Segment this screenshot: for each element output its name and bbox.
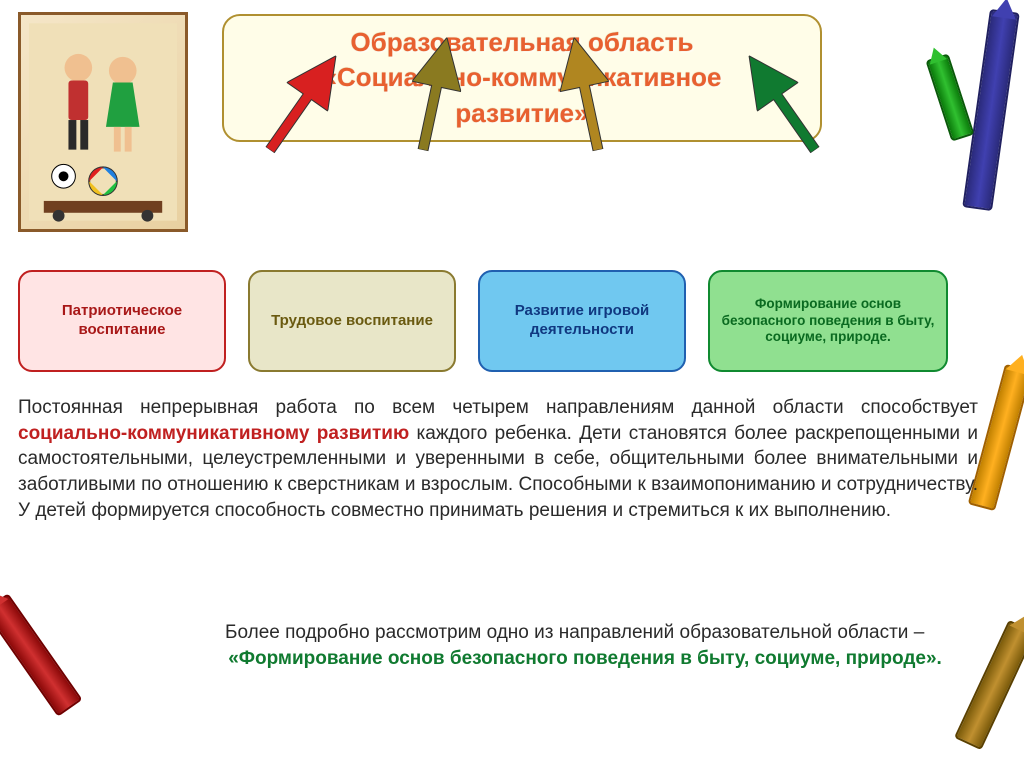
crayon-green-icon <box>925 53 974 141</box>
crayon-red-icon <box>0 593 83 717</box>
sub-box-1: Трудовое воспитание <box>248 270 456 372</box>
crayon-blue-icon <box>962 9 1020 211</box>
sub-box-0: Патриотическое воспитание <box>18 270 226 372</box>
p1-pre: Постоянная непрерывная работа по всем че… <box>18 397 978 418</box>
title-line2: «Социально-коммуникативное <box>323 62 722 92</box>
p1-highlight: социально-коммуникативному развитию <box>18 423 409 444</box>
sub-box-3: Формирование основ безопасного поведения… <box>708 270 948 372</box>
paragraph-2: Более подробно рассмотрим одно из направ… <box>225 620 945 671</box>
children-illustration <box>18 12 188 232</box>
p2-highlight: «Формирование основ безопасного поведени… <box>225 646 945 672</box>
paragraph-1: Постоянная непрерывная работа по всем че… <box>18 395 978 523</box>
sub-box-2: Развитие игровой деятельности <box>478 270 686 372</box>
title-line1: Образовательная область <box>351 27 694 57</box>
p2-pre: Более подробно рассмотрим одно из направ… <box>225 622 924 643</box>
crayon-brown-icon <box>954 620 1024 750</box>
title-text: Образовательная область «Социально-комму… <box>323 25 722 130</box>
